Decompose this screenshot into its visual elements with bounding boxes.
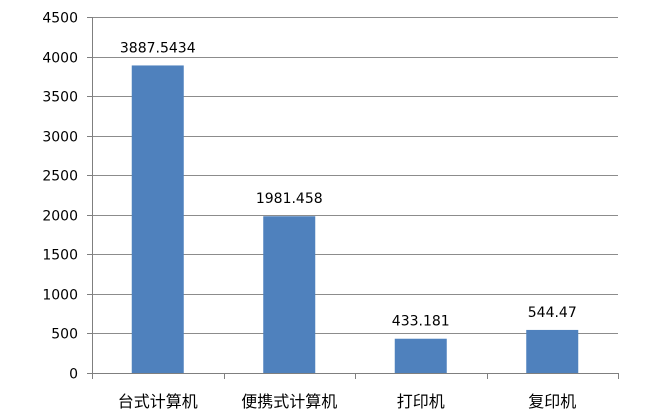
y-tick-label: 2000 <box>42 209 78 225</box>
category-label: 台式计算机 <box>118 392 198 411</box>
y-tick-label: 4000 <box>42 51 78 67</box>
axes <box>87 17 619 379</box>
data-label: 433.181 <box>392 314 450 330</box>
bars <box>131 65 579 374</box>
y-tick-label: 3500 <box>42 90 78 106</box>
bar <box>263 216 316 373</box>
bar <box>131 65 184 374</box>
data-label: 544.47 <box>528 305 577 321</box>
bar <box>394 338 447 373</box>
y-tick-label: 3000 <box>42 130 78 146</box>
y-tick-label: 1500 <box>42 248 78 264</box>
category-label: 便携式计算机 <box>241 392 337 411</box>
data-label: 1981.458 <box>256 191 323 207</box>
y-tick-label: 1000 <box>42 288 78 304</box>
labels: 0 500 1000 1500 2000 2500 3000 3500 4000 4500 3887… <box>42 11 576 412</box>
y-tick-label: 4500 <box>42 11 78 27</box>
category-label: 打印机 <box>397 392 445 411</box>
bar <box>526 329 579 373</box>
y-tick-label: 0 <box>69 367 78 383</box>
y-tick-label: 500 <box>51 327 78 343</box>
category-label: 复印机 <box>528 392 576 411</box>
y-tick-label: 2500 <box>42 169 78 185</box>
data-label: 3887.5434 <box>120 40 196 56</box>
